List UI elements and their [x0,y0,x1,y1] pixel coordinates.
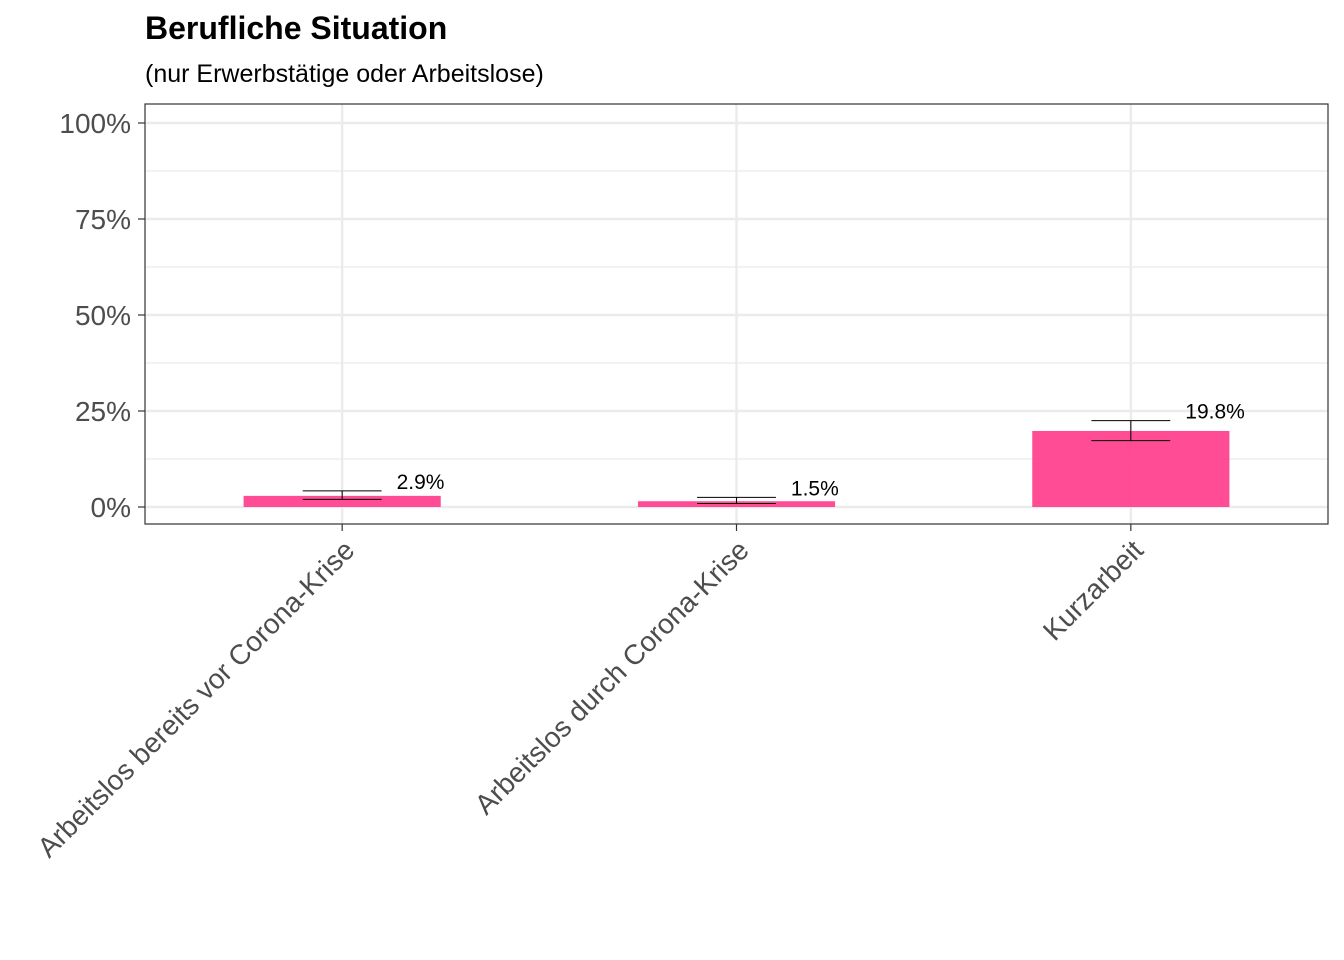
data-label: 19.8% [1185,401,1245,424]
x-axis: Arbeitslos bereits vor Corona-Krise Arbei… [31,524,1149,863]
data-label: 1.5% [791,477,839,500]
bar [243,495,441,507]
chart-title: Berufliche Situation [145,10,447,46]
x-tick-label: Arbeitslos bereits vor Corona-Krise [31,534,360,863]
y-tick-label: 75% [75,204,131,235]
bars-layer [243,430,1230,507]
grid-layer [145,104,1328,524]
chart-subtitle: (nur Erwerbstätige oder Arbeitslose) [145,60,544,88]
y-tick-label: 0% [91,492,131,523]
data-label: 2.9% [397,471,445,494]
y-tick-label: 50% [75,300,131,331]
y-axis: 0% 25% 50% 75% 100% [59,108,145,523]
data-labels-layer: 2.9% 1.5% 19.8% [397,401,1245,501]
x-tick-label: Kurzarbeit [1037,534,1149,646]
x-tick-label: Arbeitslos durch Corona-Krise [469,534,755,820]
y-tick-label: 100% [59,108,131,139]
errorbars-layer [302,420,1171,505]
bar [637,501,836,507]
y-tick-label: 25% [75,396,131,427]
bar [1032,430,1230,507]
